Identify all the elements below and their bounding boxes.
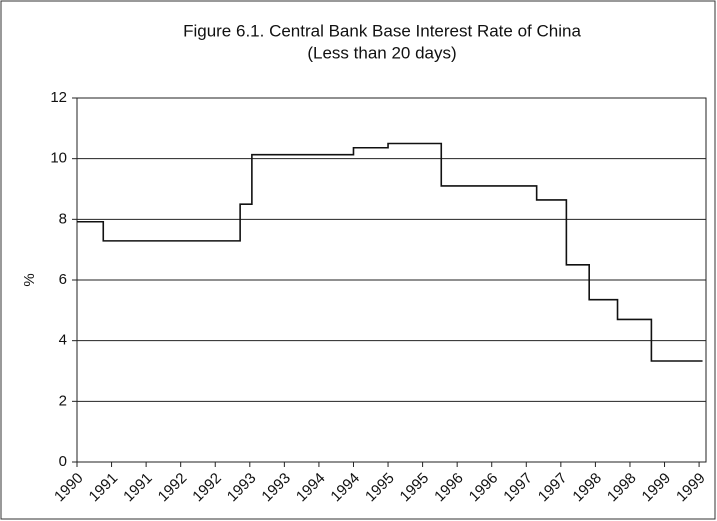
y-tick-label: 2 xyxy=(59,392,67,409)
y-tick-label: 10 xyxy=(50,150,67,167)
x-tick-label: 1998 xyxy=(569,470,605,506)
plot-border xyxy=(76,97,707,463)
x-tick-label: 1997 xyxy=(500,470,536,506)
y-tick-label: 12 xyxy=(50,89,67,106)
x-tick-label: 1993 xyxy=(258,470,294,506)
y-tick-label: 0 xyxy=(59,453,67,470)
x-tick-label: 1993 xyxy=(224,470,260,506)
chart-title: Figure 6.1. Central Bank Base Interest R… xyxy=(183,21,581,40)
x-tick-label: 1995 xyxy=(362,470,398,506)
x-tick-label: 1996 xyxy=(466,470,502,506)
x-tick-label: 1991 xyxy=(120,470,156,506)
chart-subtitle: (Less than 20 days) xyxy=(307,43,456,62)
y-tick-label: 6 xyxy=(59,271,67,288)
x-tick-label: 1992 xyxy=(189,470,225,506)
x-tick-label: 1994 xyxy=(293,470,329,506)
x-tick-label: 1991 xyxy=(86,470,122,506)
x-tick-label: 1998 xyxy=(604,470,640,506)
x-tick-label: 1999 xyxy=(639,470,675,506)
x-tick-label: 1990 xyxy=(51,470,87,506)
y-axis-label: % xyxy=(21,273,38,286)
y-tick-label: 8 xyxy=(59,210,67,227)
x-tick-label: 1997 xyxy=(535,470,571,506)
x-tick-label: 1992 xyxy=(155,470,191,506)
line-series xyxy=(77,142,703,362)
x-tick-label: 1994 xyxy=(327,470,363,506)
x-tick-label: 1995 xyxy=(397,470,433,506)
x-tick-label: 1999 xyxy=(673,470,709,506)
y-tick-label: 4 xyxy=(59,332,67,349)
x-tick-label: 1996 xyxy=(431,470,467,506)
